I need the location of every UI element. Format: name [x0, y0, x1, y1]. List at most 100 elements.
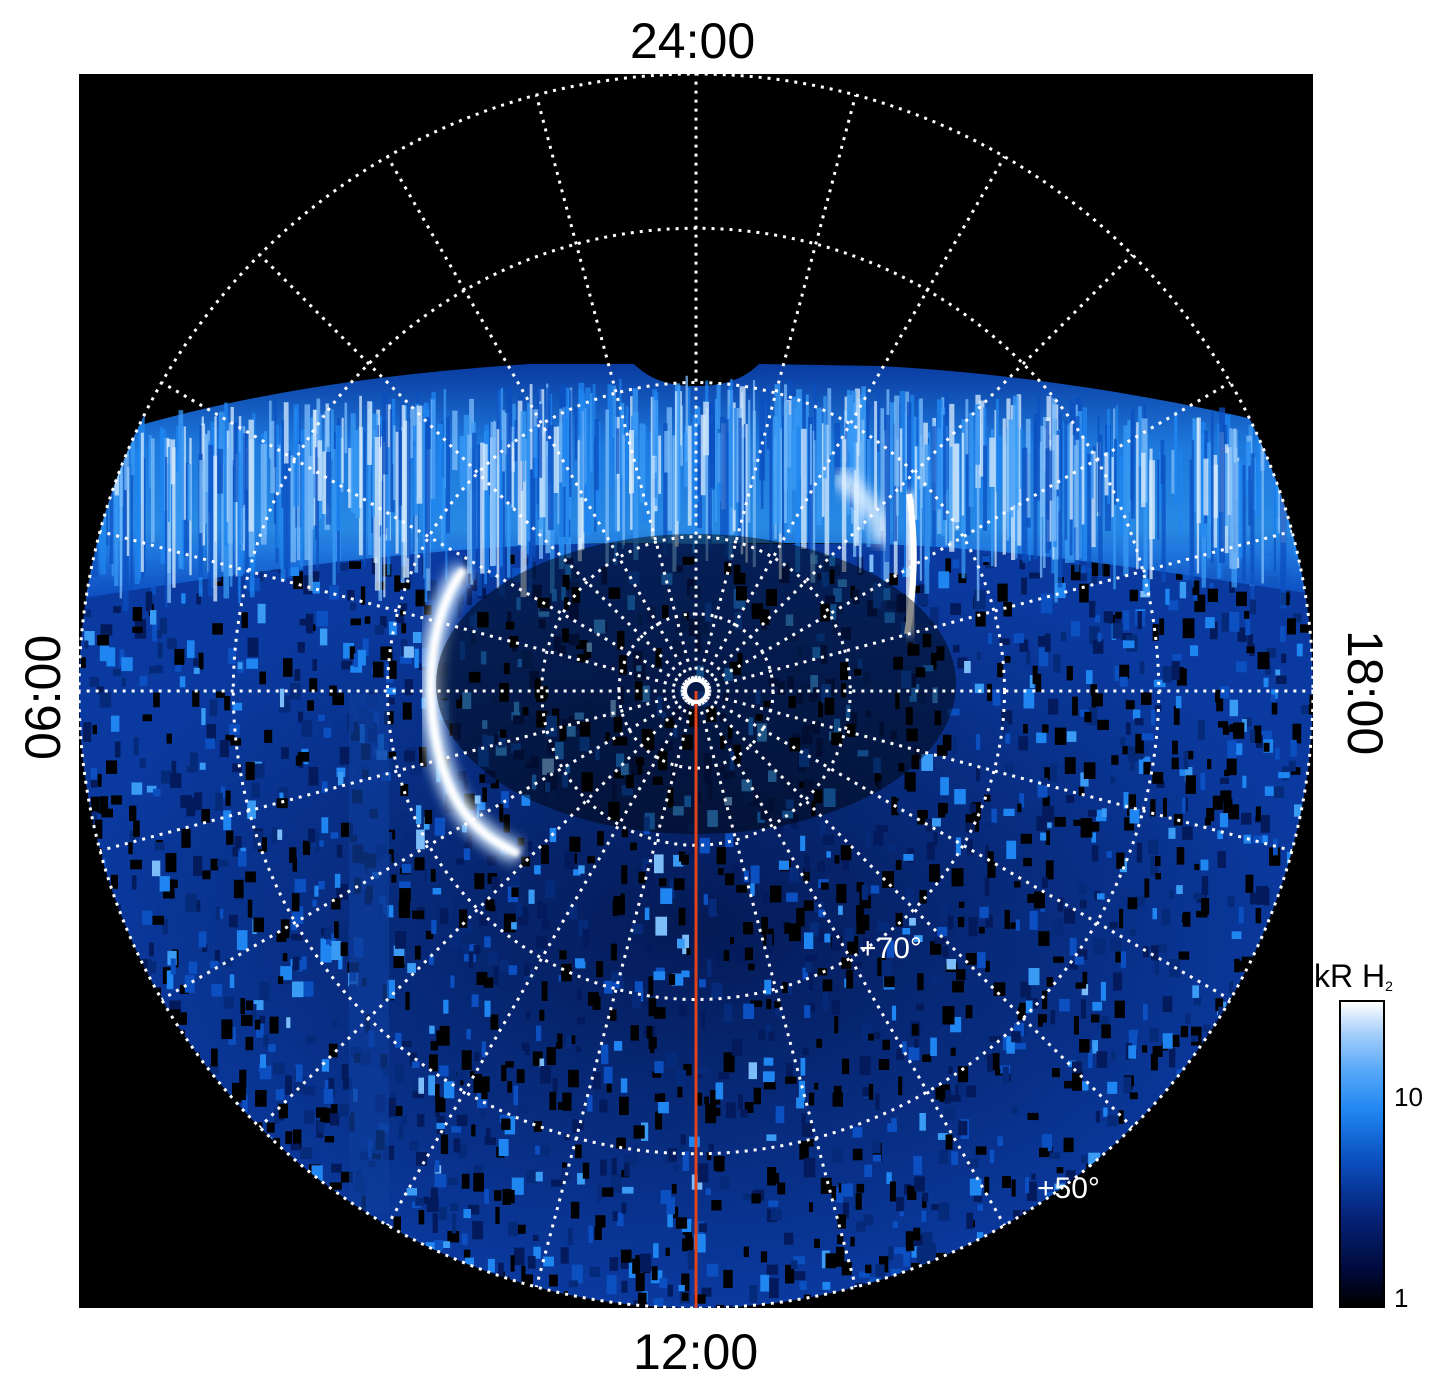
speckle [1041, 877, 1048, 889]
speckle [1135, 1284, 1143, 1294]
speckle [861, 1023, 872, 1043]
speckle [968, 917, 978, 937]
speckle [218, 1292, 229, 1300]
speckle [456, 699, 464, 709]
speckle [687, 697, 697, 716]
speckle [764, 979, 772, 995]
speckle [1081, 984, 1089, 996]
speckle [875, 1093, 880, 1111]
speckle [238, 1083, 246, 1100]
speckle [498, 1262, 504, 1283]
speckle [272, 1160, 280, 1178]
speckle [568, 715, 580, 731]
speckle [914, 1038, 919, 1048]
speckle [341, 1271, 348, 1289]
band-streak [276, 424, 279, 548]
speckle [1182, 913, 1187, 923]
speckle [848, 783, 854, 800]
speckle [1097, 719, 1109, 730]
speckle [718, 667, 725, 687]
speckle [381, 1247, 394, 1266]
speckle [1127, 794, 1136, 808]
band-streak [666, 407, 672, 531]
speckle [951, 1094, 961, 1102]
speckle [387, 697, 395, 705]
speckle [535, 1171, 543, 1182]
speckle [165, 853, 177, 873]
band-streak [730, 378, 733, 508]
band-streak [1033, 413, 1038, 559]
speckle [1238, 1050, 1250, 1064]
speckle [99, 691, 112, 708]
speckle [103, 1000, 112, 1013]
speckle [905, 707, 913, 725]
band-streak [1081, 437, 1085, 525]
speckle [127, 1022, 135, 1031]
speckle [1021, 577, 1027, 595]
band-streak [497, 387, 501, 455]
speckle [973, 589, 986, 610]
band-streak [633, 411, 639, 560]
speckle [246, 658, 258, 669]
speckle [1038, 647, 1048, 667]
speckle [1312, 1170, 1313, 1182]
speckle [678, 1005, 687, 1017]
speckle [91, 948, 101, 966]
speckle [511, 1295, 522, 1308]
meridian-line [703, 698, 1134, 1129]
speckle [388, 621, 397, 636]
speckle [974, 683, 984, 694]
speckle [440, 993, 450, 1000]
speckle [399, 881, 411, 888]
speckle [882, 871, 894, 888]
speckle [132, 1301, 144, 1308]
speckle [241, 612, 248, 629]
speckle [722, 693, 729, 702]
speckle [298, 711, 304, 723]
band-streak [733, 408, 737, 511]
speckle [1298, 1093, 1306, 1105]
speckle [1229, 1164, 1234, 1171]
speckle [1114, 1162, 1120, 1177]
band-streak [949, 446, 953, 541]
speckle [501, 1118, 511, 1130]
band-streak [953, 443, 960, 523]
speckle [878, 1059, 890, 1070]
band-streak [106, 448, 109, 546]
speckle [693, 1234, 706, 1253]
speckle [145, 1279, 158, 1291]
speckle [443, 1026, 450, 1046]
speckle [318, 1281, 328, 1293]
band-streak [538, 404, 543, 478]
speckle [379, 616, 387, 628]
speckle [221, 1019, 233, 1040]
speckle [1114, 614, 1122, 632]
speckle [121, 1244, 128, 1252]
band-streak [1208, 461, 1213, 525]
speckle [128, 842, 133, 855]
speckle [1244, 610, 1250, 619]
speckle [462, 692, 472, 709]
speckle [1045, 820, 1052, 828]
speckle [726, 1152, 732, 1160]
speckle [1253, 1121, 1259, 1136]
speckle [547, 742, 555, 755]
speckle [1080, 772, 1089, 787]
speckle [1059, 998, 1070, 1012]
speckle [908, 642, 913, 652]
speckle [1219, 777, 1229, 784]
speckle [763, 1080, 776, 1090]
speckle [576, 1120, 584, 1131]
speckle [409, 1140, 419, 1151]
speckle [436, 1030, 443, 1046]
speckle [559, 725, 567, 741]
speckle [437, 795, 443, 805]
speckle [1069, 961, 1078, 970]
speckle [292, 956, 300, 971]
speckle [673, 878, 685, 891]
speckle [634, 981, 643, 1001]
band-streak [866, 404, 870, 464]
speckle [821, 571, 829, 587]
speckle [232, 1082, 242, 1103]
speckle [395, 931, 407, 949]
